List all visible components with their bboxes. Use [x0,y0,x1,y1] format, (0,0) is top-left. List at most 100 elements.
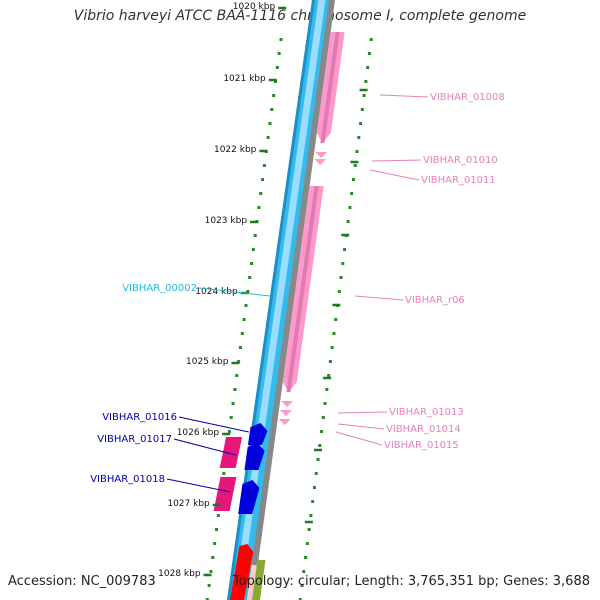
gc-tick-left [272,94,276,97]
gc-tick-left [235,374,239,377]
gc-tick-right [318,444,322,447]
gene-shade [320,32,340,143]
leader-line [335,431,383,446]
gc-tick-right [309,514,313,517]
gc-tick-right [351,178,355,181]
gc-tick-right [314,472,318,475]
gc-tick-left [261,178,265,181]
gc-tick-left [244,304,248,307]
gene-vibhar-01011 [314,159,327,165]
kbp-label: 1028 kbp [158,569,201,579]
leader-line [371,159,422,162]
gc-tick-right [355,150,359,153]
gc-tick-right [316,458,320,461]
gc-tick-left [279,38,283,41]
gc-tick-right [323,402,327,405]
gc-tick-left [268,122,272,125]
gc-tick-right [311,500,315,503]
gene-label-right: VIBHAR_01013 [389,407,464,418]
gc-tick-left [237,360,241,363]
gc-tick-right [362,94,366,97]
gc-tick-right [359,122,363,125]
gene-label-left: VIBHAR_01018 [90,474,165,485]
kbp-label: 1020 kbp [233,2,276,12]
gc-tick-right [298,598,302,600]
gene-red [230,544,254,600]
gene-magenta-2 [213,477,237,511]
leader-line [337,423,385,430]
gc-tick-left [248,276,252,279]
gc-tick-right [332,332,336,335]
gc-tick-right [320,430,324,433]
gene-vibhar-01010 [315,152,328,158]
gc-tick-right [353,164,357,167]
gene-label-right: VIBHAR_01008 [430,92,505,103]
gc-tick-right [334,318,338,321]
gc-tick-left [262,164,266,167]
kbp-label: 1027 kbp [167,499,210,509]
gene-label-left: VIBHAR_00002 [122,283,197,294]
gc-tick-left [214,528,218,531]
leader-line [198,287,271,297]
gc-tick-right [346,220,350,223]
gc-tick-left [211,556,215,559]
leader-line [166,478,231,493]
gc-tick-left [222,472,226,475]
gc-tick-right [327,374,331,377]
gc-tick-right [307,528,311,531]
leader-line [178,416,249,433]
gc-tick-right [341,262,345,265]
gc-tick-left [240,332,244,335]
gene-magenta-1 [219,437,243,468]
gc-tick-right [360,108,364,111]
gc-tick-left [242,318,246,321]
gene-shade [286,186,319,392]
gene-labels: VIBHAR_00002 VIBHAR_01016 VIBHAR_01017 VIBH… [90,92,505,493]
gc-tick-left [238,346,242,349]
gc-tick-right [328,360,332,363]
gene-label-left: VIBHAR_01017 [97,434,172,445]
accession-text: Accession: NC_009783 [8,574,156,589]
gc-tick-left [273,80,277,83]
leader-line [337,411,388,414]
gene-vibhar-01015 [278,419,291,425]
grey-track [247,0,335,600]
kbp-label: 1026 kbp [177,428,220,438]
gc-tick-right [357,136,361,139]
gc-tick-left [277,52,281,55]
gene-label-right: VIBHAR_01014 [386,424,461,435]
gc-tick-left [266,136,270,139]
gc-tick-left [270,108,274,111]
gc-tick-right [367,52,371,55]
gc-tick-right [312,486,316,489]
gc-tick-left [227,430,231,433]
gc-tick-left [213,542,217,545]
gene-vibhar-01017 [244,443,265,470]
gene-vibhar-01018 [238,480,260,514]
gc-tick-right [343,248,347,251]
gc-tick-left [250,262,254,265]
gc-tick-left [209,570,213,573]
leader-line [354,295,404,301]
gc-tick-right [364,80,368,83]
gc-tick-right [321,416,325,419]
gc-tick-right [339,276,343,279]
gene-label-right: VIBHAR_01015 [384,440,459,451]
gene-pale [247,565,257,600]
gc-tick-right [350,192,354,195]
gene-label-right: VIBHAR_01010 [423,155,498,166]
gc-tick-left [275,66,279,69]
gc-tick-right [304,556,308,559]
gc-tick-left [207,584,211,587]
gene-vibhar-01013 [281,401,294,407]
gene-green [252,560,266,600]
gene-label-right: VIBHAR_r06 [405,295,465,306]
gc-tick-right [325,388,329,391]
gene-label-right: VIBHAR_01011 [421,175,496,186]
gc-tick-left [233,388,237,391]
kbp-label: 1022 kbp [214,145,257,155]
kbp-scale: 1020 kbp 1021 kbp 1022 kbp 1023 kbp 1024 kbp… [158,2,287,579]
gene-label-left: VIBHAR_01016 [102,412,177,423]
leader-line [379,94,429,98]
